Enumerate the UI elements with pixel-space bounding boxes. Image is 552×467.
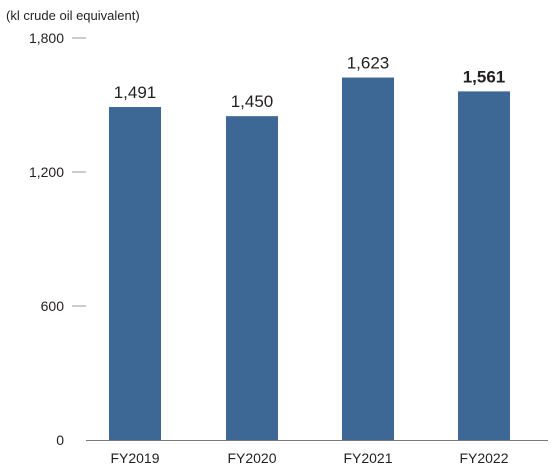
value-label: 1,623 <box>347 54 390 73</box>
y-tick-label: 600 <box>41 298 65 314</box>
bar-fy2021 <box>342 77 394 440</box>
x-axis-labels: FY2019 FY2020 FY2021 FY2022 <box>110 450 508 466</box>
value-label: 1,561 <box>463 67 506 86</box>
x-tick-label: FY2020 <box>227 450 276 466</box>
x-tick-label: FY2022 <box>459 450 508 466</box>
value-labels: 1,491 1,450 1,623 1,561 <box>114 54 506 112</box>
value-label: 1,491 <box>114 83 157 102</box>
bar-fy2022 <box>458 91 510 441</box>
y-tick-label: 1,200 <box>29 164 64 180</box>
y-tick-label: 0 <box>56 432 64 448</box>
y-tick-label: 1,800 <box>29 30 64 46</box>
bar-fy2020 <box>226 116 278 441</box>
unit-label: (kl crude oil equivalent) <box>6 8 140 23</box>
value-label: 1,450 <box>231 92 274 111</box>
y-axis: 0 600 1,200 1,800 <box>29 30 86 448</box>
x-tick-label: FY2019 <box>110 450 159 466</box>
bars <box>109 77 510 441</box>
bar-fy2019 <box>109 107 161 440</box>
x-tick-label: FY2021 <box>343 450 392 466</box>
